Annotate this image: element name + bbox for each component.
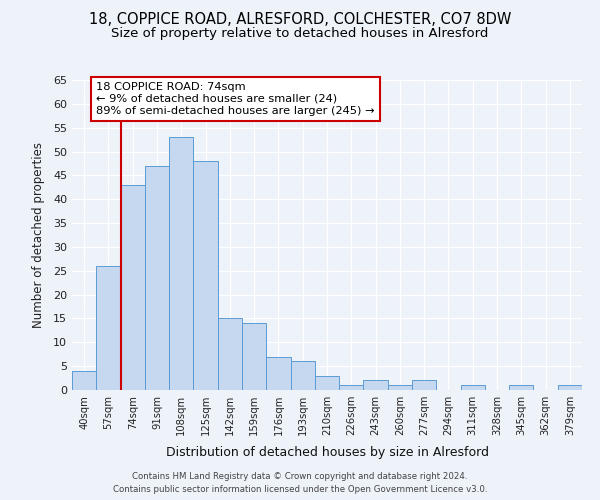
Text: 18 COPPICE ROAD: 74sqm
← 9% of detached houses are smaller (24)
89% of semi-deta: 18 COPPICE ROAD: 74sqm ← 9% of detached … xyxy=(96,82,375,116)
Bar xyxy=(266,356,290,390)
Bar xyxy=(412,380,436,390)
Bar xyxy=(242,323,266,390)
Bar xyxy=(315,376,339,390)
Text: Contains HM Land Registry data © Crown copyright and database right 2024.
Contai: Contains HM Land Registry data © Crown c… xyxy=(113,472,487,494)
Bar xyxy=(461,385,485,390)
Bar xyxy=(193,161,218,390)
Bar xyxy=(145,166,169,390)
Bar xyxy=(121,185,145,390)
Bar xyxy=(218,318,242,390)
Bar xyxy=(388,385,412,390)
Y-axis label: Number of detached properties: Number of detached properties xyxy=(32,142,44,328)
Bar xyxy=(339,385,364,390)
Bar xyxy=(290,362,315,390)
Text: 18, COPPICE ROAD, ALRESFORD, COLCHESTER, CO7 8DW: 18, COPPICE ROAD, ALRESFORD, COLCHESTER,… xyxy=(89,12,511,28)
Bar xyxy=(72,371,96,390)
Bar xyxy=(169,137,193,390)
X-axis label: Distribution of detached houses by size in Alresford: Distribution of detached houses by size … xyxy=(166,446,488,460)
Bar xyxy=(558,385,582,390)
Bar xyxy=(509,385,533,390)
Bar xyxy=(364,380,388,390)
Bar xyxy=(96,266,121,390)
Text: Size of property relative to detached houses in Alresford: Size of property relative to detached ho… xyxy=(112,28,488,40)
